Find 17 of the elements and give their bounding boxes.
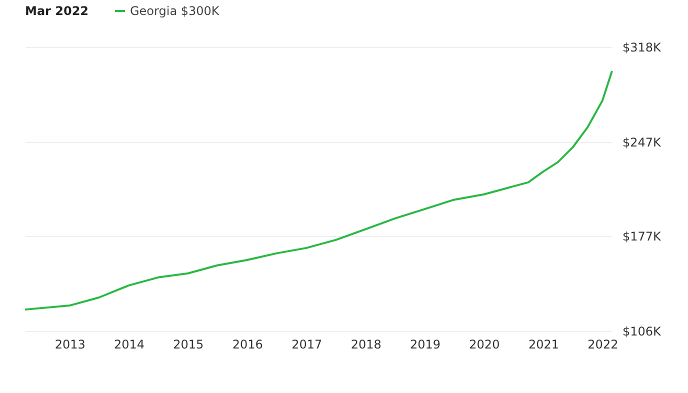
- legend-label: Georgia $300K: [130, 4, 220, 18]
- y-tick-label: $247K: [622, 136, 662, 150]
- x-tick-label: 2017: [292, 338, 322, 352]
- x-tick-label: 2020: [469, 338, 500, 352]
- x-tick-label: 2022: [588, 338, 618, 352]
- x-tick-label: 2016: [232, 338, 263, 352]
- x-tick-label: 2019: [410, 338, 441, 352]
- x-tick-label: 2014: [114, 338, 145, 352]
- y-tick-label: $106K: [622, 324, 662, 338]
- y-tick-label: $318K: [622, 40, 662, 54]
- legend-title: Mar 2022: [25, 4, 89, 18]
- x-tick-label: 2021: [528, 338, 560, 352]
- line-series: [24, 70, 613, 311]
- x-tick-label: 2015: [173, 338, 204, 352]
- y-tick-label: $177K: [622, 229, 662, 244]
- x-tick-label: 2013: [54, 338, 86, 352]
- x-tick-label: 2018: [350, 338, 382, 352]
